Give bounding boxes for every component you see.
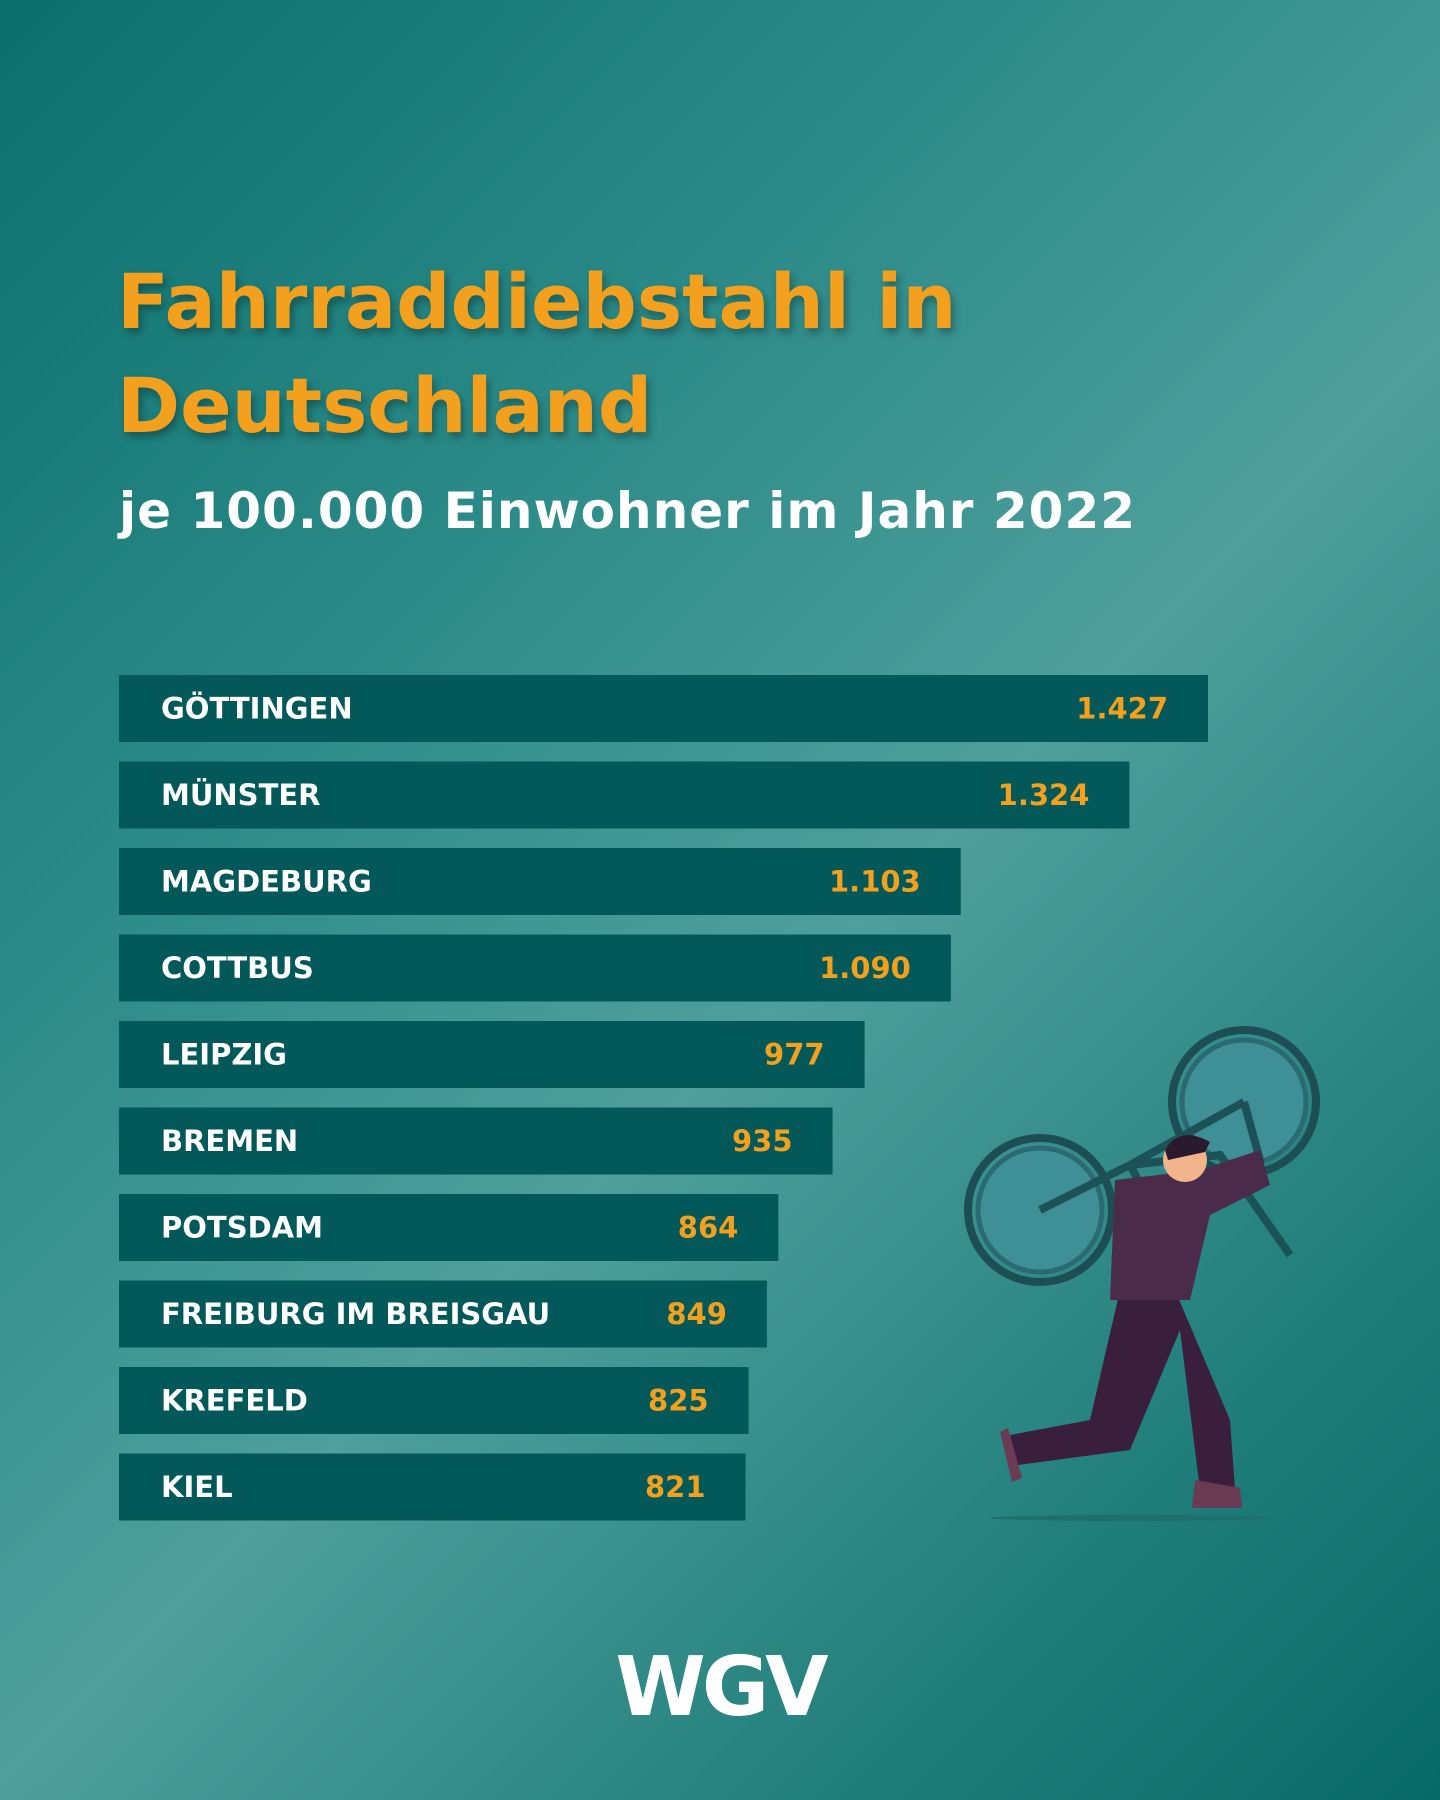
category-label: MÜNSTER bbox=[161, 778, 321, 812]
category-label: KREFELD bbox=[161, 1384, 308, 1418]
value-label: 1.324 bbox=[998, 778, 1090, 812]
value-label: 821 bbox=[645, 1470, 706, 1504]
category-label: POTSDAM bbox=[161, 1211, 323, 1245]
category-label: BREMEN bbox=[161, 1124, 298, 1158]
value-label: 1.427 bbox=[1076, 692, 1168, 726]
value-label: 935 bbox=[732, 1124, 793, 1158]
category-label: LEIPZIG bbox=[161, 1038, 287, 1072]
chart-title: Fahrraddiebstahl in Deutschland bbox=[117, 257, 957, 450]
logo: WGV bbox=[615, 1640, 828, 1735]
value-label: 825 bbox=[648, 1384, 709, 1418]
category-label: KIEL bbox=[161, 1470, 233, 1504]
category-label: FREIBURG IM BREISGAU bbox=[161, 1297, 550, 1331]
bar bbox=[119, 934, 951, 1002]
wheel bbox=[964, 1134, 1116, 1286]
torso bbox=[1110, 1150, 1270, 1300]
bar bbox=[119, 1280, 767, 1348]
bar bbox=[119, 761, 1130, 829]
value-label: 977 bbox=[764, 1038, 825, 1072]
illustration bbox=[964, 1026, 1320, 1521]
category-label: MAGDEBURG bbox=[161, 865, 372, 899]
bar bbox=[119, 1453, 746, 1521]
bar bbox=[119, 1367, 749, 1434]
value-label: 864 bbox=[678, 1211, 739, 1245]
shoes bbox=[1000, 1428, 1242, 1508]
category-label: GÖTTINGEN bbox=[161, 692, 353, 726]
bar bbox=[119, 1021, 865, 1088]
bar bbox=[119, 675, 1208, 742]
value-label: 1.103 bbox=[829, 865, 921, 899]
chart-subtitle: je 100.000 Einwohner im Jahr 2022 bbox=[119, 482, 1137, 540]
bar bbox=[119, 1194, 779, 1261]
value-label: 849 bbox=[666, 1297, 727, 1331]
bar bbox=[119, 848, 961, 915]
bar bbox=[119, 1107, 833, 1175]
category-label: COTTBUS bbox=[161, 951, 314, 985]
legs bbox=[1010, 1290, 1235, 1490]
value-label: 1.090 bbox=[819, 951, 911, 985]
shadow bbox=[990, 1515, 1270, 1521]
hair bbox=[1165, 1135, 1210, 1160]
